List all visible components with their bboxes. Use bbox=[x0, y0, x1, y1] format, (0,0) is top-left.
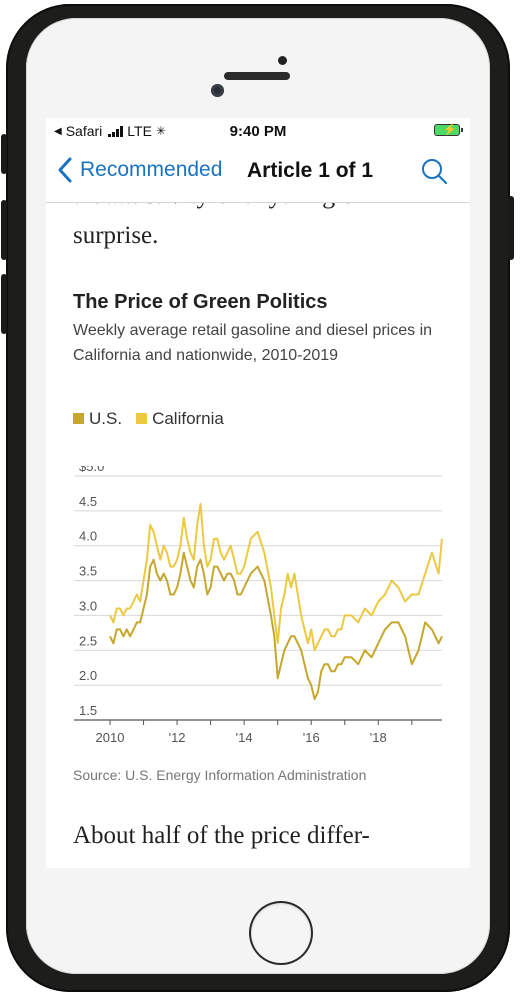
legend-item-california: California bbox=[136, 409, 224, 429]
volume-down-button bbox=[1, 274, 7, 334]
x-tick-label: 2010 bbox=[96, 730, 125, 745]
y-tick-label: 1.5 bbox=[79, 703, 97, 718]
chevron-left-icon bbox=[58, 157, 72, 183]
x-tick-label: '16 bbox=[303, 730, 320, 745]
nav-bar: Recommended Article 1 of 1 bbox=[46, 144, 470, 203]
back-button-label: Recommended bbox=[80, 158, 223, 181]
legend-swatch-us bbox=[73, 413, 84, 424]
y-tick-label: 2.0 bbox=[79, 668, 97, 683]
x-tick-label: '12 bbox=[169, 730, 186, 745]
y-tick-label: 4.0 bbox=[79, 529, 97, 544]
y-tick-label: 2.5 bbox=[79, 633, 97, 648]
status-left: ◀ Safari LTE ✳ bbox=[54, 123, 166, 139]
battery-icon: ⚡ bbox=[434, 124, 463, 136]
back-to-app-label[interactable]: Safari bbox=[65, 123, 103, 139]
legend-swatch-california bbox=[136, 413, 148, 424]
price-line-chart: $5.0 4.5 4.0 3.5 3.0 2.5 2.0 1.5 2010 '12 '14 '16 '1… bbox=[74, 466, 443, 745]
carrier-label: LTE bbox=[127, 123, 152, 139]
front-camera bbox=[211, 84, 224, 97]
chart-legend: U.S. California bbox=[73, 409, 224, 429]
x-tick-label: '14 bbox=[236, 730, 253, 745]
volume-up-button bbox=[1, 200, 7, 260]
proximity-sensor bbox=[278, 56, 287, 65]
charging-bolt-icon: ⚡ bbox=[443, 124, 457, 136]
x-tick-label: '18 bbox=[370, 730, 387, 745]
article-counter: Article 1 of 1 bbox=[247, 159, 374, 182]
signal-bars-icon bbox=[108, 125, 124, 137]
y-tick-label: 3.0 bbox=[79, 598, 97, 613]
article-next-paragraph: About half of the price differ- bbox=[73, 822, 370, 849]
series-line-us bbox=[109, 551, 443, 701]
earpiece-speaker bbox=[224, 72, 290, 80]
chart-title: The Price of Green Politics bbox=[73, 291, 328, 313]
status-time: 9:40 PM bbox=[229, 123, 287, 140]
back-to-app-icon: ◀ bbox=[54, 125, 62, 137]
loading-spinner-icon: ✳ bbox=[155, 124, 166, 138]
back-button[interactable]: Recommended bbox=[56, 156, 222, 184]
status-bar: ◀ Safari LTE ✳ 9:40 PM ⚡ bbox=[46, 118, 470, 144]
chart-subtitle: Weekly average retail gasoline and diese… bbox=[73, 322, 433, 364]
power-button bbox=[508, 196, 514, 260]
series-line-california bbox=[109, 502, 443, 652]
legend-item-us: U.S. bbox=[73, 409, 122, 429]
search-icon[interactable] bbox=[420, 157, 448, 187]
legend-label-california: California bbox=[152, 409, 224, 428]
y-tick-label: $5.0 bbox=[79, 466, 104, 474]
article-paragraph-end: surprise. bbox=[73, 222, 159, 249]
mute-switch bbox=[1, 134, 7, 174]
y-tick-label: 3.5 bbox=[79, 564, 97, 579]
home-button[interactable] bbox=[251, 903, 311, 963]
chart-source: Source: U.S. Energy Information Administ… bbox=[73, 767, 367, 783]
y-tick-label: 4.5 bbox=[79, 494, 97, 509]
legend-label-us: U.S. bbox=[89, 409, 123, 428]
screen: ◀ Safari LTE ✳ 9:40 PM ⚡ that...activity… bbox=[46, 118, 470, 868]
